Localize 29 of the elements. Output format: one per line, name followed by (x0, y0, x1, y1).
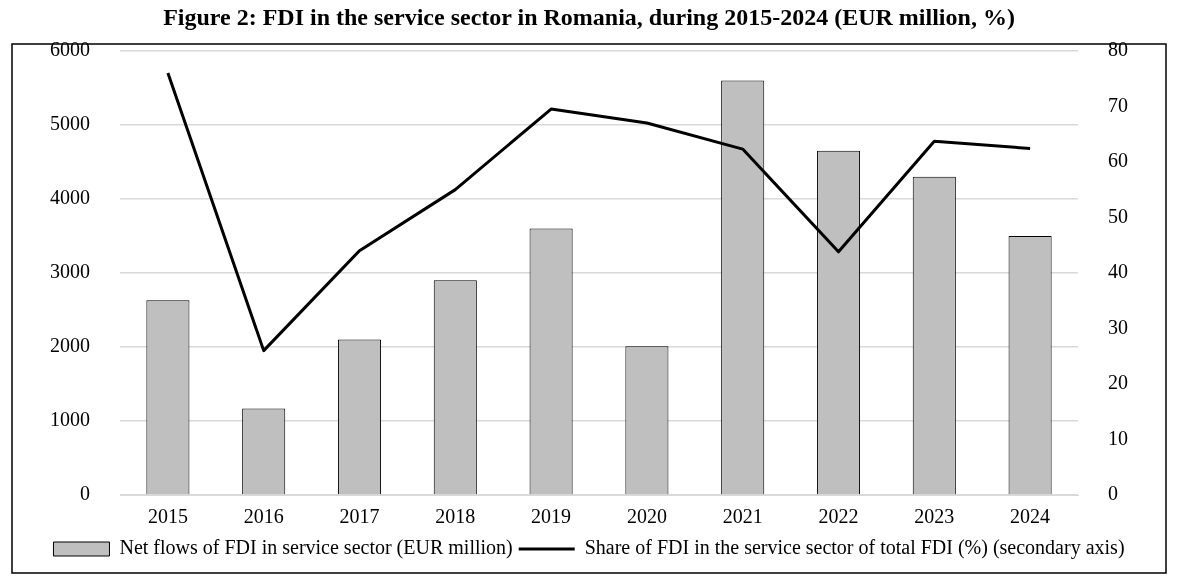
legend-label: Net flows of FDI in service sector (EUR million) (119, 536, 513, 560)
y2-tick-label: 20 (1108, 371, 1128, 394)
x-tick-label: 2024 (1010, 505, 1051, 528)
y-tick-label: 0 (80, 482, 90, 505)
y2-tick-label: 80 (1108, 38, 1128, 61)
y2-tick-label: 10 (1108, 426, 1128, 449)
y2-tick-label: 40 (1108, 260, 1128, 283)
x-tick-label: 2022 (818, 505, 859, 528)
y2-tick-label: 30 (1108, 315, 1128, 338)
y2-tick-label: 50 (1108, 204, 1128, 227)
y2-tick-label: 60 (1108, 149, 1128, 172)
y-tick-label: 6000 (50, 38, 90, 61)
x-tick-label: 2019 (531, 505, 572, 528)
y2-tick-label: 0 (1108, 482, 1118, 505)
x-tick-label: 2015 (147, 505, 188, 528)
legend-label: Share of FDI in the service sector of total FDI (%) (secondary axis) (584, 536, 1125, 560)
y-tick-label: 5000 (50, 112, 90, 135)
x-tick-label: 2017 (339, 505, 380, 528)
y-tick-label: 4000 (50, 186, 90, 209)
x-tick-label: 2018 (435, 505, 476, 528)
chart-title: Figure 2: FDI in the service sector in Romania, during 2015-2024 (EUR million, %) (163, 3, 1015, 30)
x-tick-label: 2016 (243, 505, 284, 528)
y-tick-label: 2000 (50, 334, 90, 357)
x-tick-label: 2021 (722, 505, 763, 528)
y-tick-label: 1000 (50, 408, 90, 431)
x-tick-label: 2023 (914, 505, 955, 528)
x-tick-label: 2020 (626, 505, 667, 528)
y2-tick-label: 70 (1108, 93, 1128, 116)
y-tick-label: 3000 (50, 260, 90, 283)
